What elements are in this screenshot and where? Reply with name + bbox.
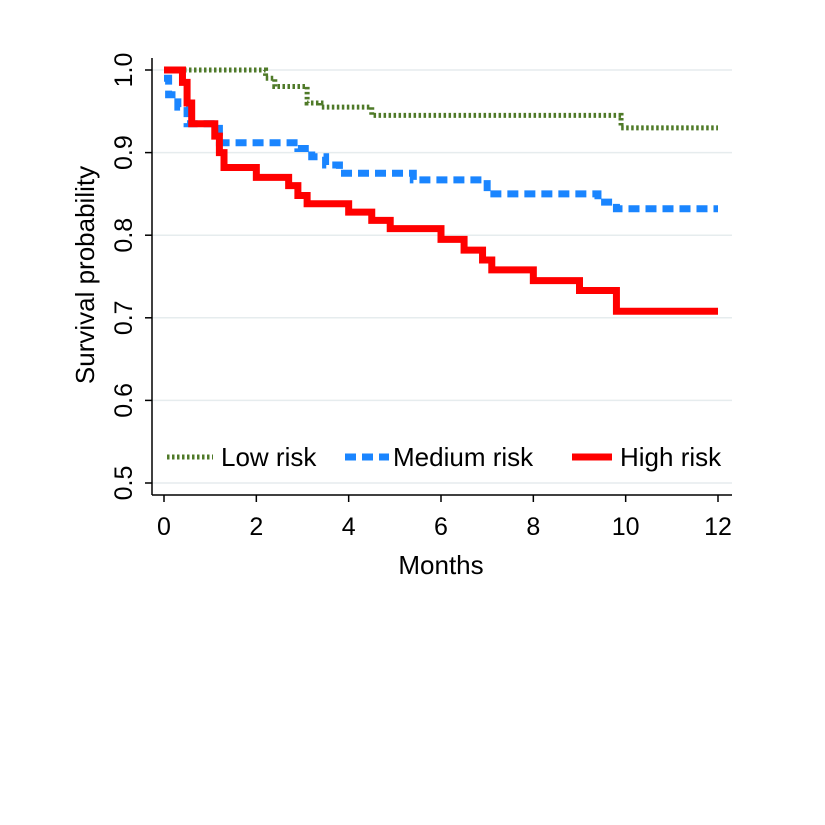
y-tick-label-1: 0.6 xyxy=(110,383,138,418)
x-tick-label-5: 10 xyxy=(612,513,640,541)
x-tick-labels: 0 2 4 6 8 10 12 xyxy=(157,495,732,541)
x-tick-label-4: 8 xyxy=(526,513,540,541)
y-tick-label-5: 1.0 xyxy=(110,53,138,88)
x-tick-label-6: 12 xyxy=(704,513,732,541)
y-tick-label-3: 0.8 xyxy=(110,218,138,253)
y-axis-title: Survival probability xyxy=(70,166,100,384)
y-tick-label-0: 0.5 xyxy=(110,466,138,501)
x-tick-label-2: 4 xyxy=(342,513,356,541)
legend-label-0: Low risk xyxy=(221,442,317,472)
y-tick-label-2: 0.7 xyxy=(110,300,138,335)
x-axis-title: Months xyxy=(398,550,483,580)
y-tick-labels: 0.5 0.6 0.7 0.8 0.9 1.0 xyxy=(110,53,152,501)
grid-lines xyxy=(152,69,732,484)
x-tick-label-0: 0 xyxy=(157,513,171,541)
series-lines xyxy=(164,66,718,315)
series-line-low-risk xyxy=(164,67,718,131)
legend-label-2: High risk xyxy=(620,442,722,472)
legend-label-1: Medium risk xyxy=(393,442,534,472)
axes xyxy=(151,58,732,496)
x-tick-label-1: 2 xyxy=(249,513,263,541)
series-line-medium-risk xyxy=(164,74,718,213)
y-tick-label-4: 0.9 xyxy=(110,135,138,170)
series-line-high-risk xyxy=(164,66,718,315)
x-tick-label-3: 6 xyxy=(434,513,448,541)
legend: Low risk Medium risk High risk xyxy=(167,442,722,472)
